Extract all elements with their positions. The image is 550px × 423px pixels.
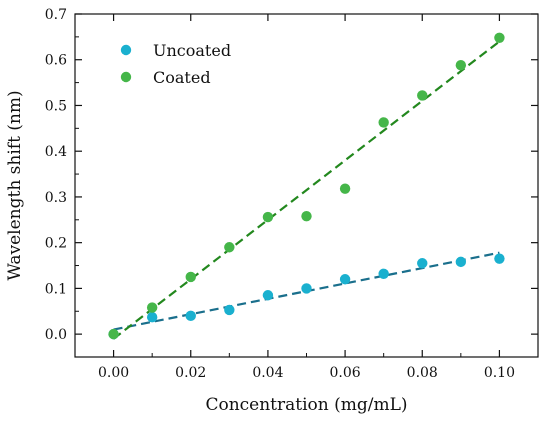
point-uncoated — [185, 310, 196, 322]
x-tick-label: 0.02 — [175, 365, 206, 381]
y-tick-label: 0.0 — [45, 327, 67, 343]
point-coated — [417, 90, 428, 101]
x-axis-ticks: 0.00 0.02 0.04 0.06 0.08 0.10 — [98, 14, 515, 381]
x-tick-label: 0.06 — [329, 365, 360, 381]
y-axis-label: Wavelength shift (nm) — [5, 90, 25, 280]
y-tick-label: 0.1 — [45, 281, 67, 297]
point-uncoated — [301, 283, 312, 294]
legend-marker-coated — [120, 71, 132, 83]
x-tick-label: 0.10 — [484, 365, 515, 381]
point-uncoated — [417, 258, 428, 269]
point-coated — [185, 271, 196, 283]
point-coated — [108, 328, 119, 340]
point-coated — [301, 210, 312, 222]
point-coated — [494, 32, 505, 43]
legend-label-coated: Coated — [153, 68, 211, 87]
point-coated — [339, 183, 351, 194]
x-tick-label: 0.04 — [252, 365, 283, 381]
point-coated — [378, 117, 389, 128]
legend: Uncoated Coated — [120, 41, 231, 87]
y-tick-label: 0.6 — [45, 53, 67, 69]
point-uncoated — [494, 253, 505, 264]
point-coated — [455, 60, 467, 71]
point-uncoated — [262, 290, 274, 301]
point-coated — [224, 242, 235, 253]
point-uncoated — [455, 256, 467, 268]
point-uncoated — [146, 312, 158, 323]
point-coated — [146, 302, 158, 313]
y-tick-label: 0.4 — [45, 144, 67, 160]
x-tick-label: 0.08 — [407, 365, 438, 381]
y-tick-label: 0.3 — [45, 190, 67, 206]
y-tick-label: 0.2 — [45, 236, 67, 252]
point-uncoated — [339, 274, 351, 285]
point-uncoated — [378, 268, 389, 279]
y-tick-label: 0.7 — [45, 7, 67, 23]
legend-label-uncoated: Uncoated — [153, 41, 231, 60]
y-tick-label: 0.5 — [45, 98, 67, 114]
data-points — [108, 32, 505, 340]
point-uncoated — [224, 304, 235, 316]
point-coated — [262, 211, 274, 223]
x-axis-label: Concentration (mg/mL) — [205, 395, 407, 415]
x-tick-label: 0.00 — [98, 365, 129, 381]
legend-marker-uncoated — [120, 44, 132, 56]
plot-frame — [74, 13, 539, 358]
y-axis-ticks: 0.0 0.1 0.2 0.3 0.4 0.5 0.6 0.7 — [45, 7, 538, 343]
fit-line-coated — [112, 40, 501, 340]
